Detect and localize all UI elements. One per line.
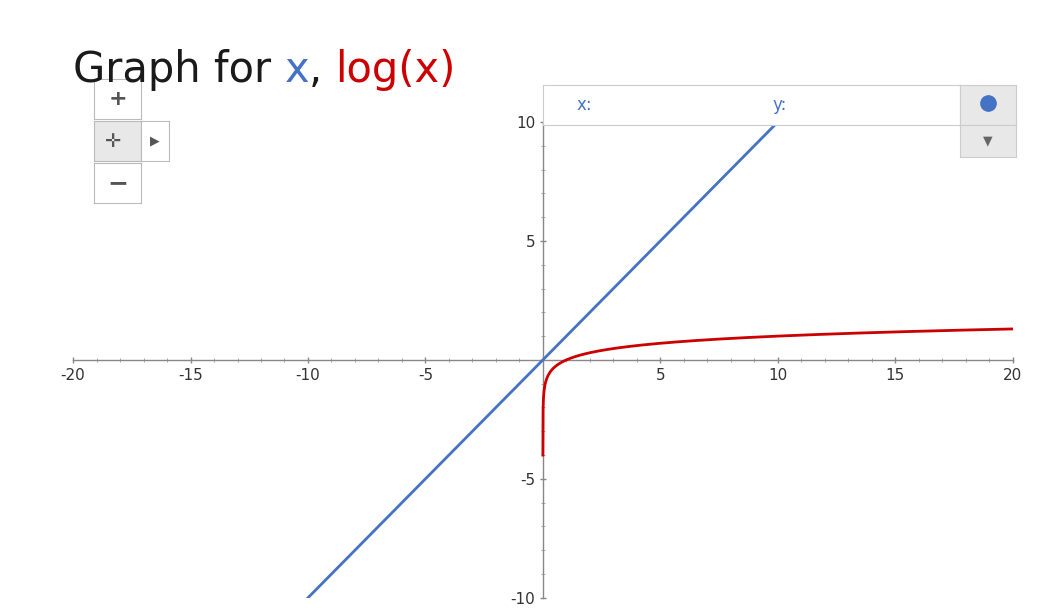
Text: +: + — [109, 89, 126, 109]
Text: x:: x: — [576, 96, 592, 114]
Text: log(x): log(x) — [335, 49, 456, 91]
Text: x: x — [284, 49, 309, 91]
Text: ✛: ✛ — [104, 132, 121, 151]
Text: ▶: ▶ — [150, 135, 160, 148]
Text: ,: , — [309, 49, 335, 91]
Text: Graph for: Graph for — [73, 49, 284, 91]
Text: −: − — [106, 171, 128, 195]
Text: y:: y: — [773, 96, 787, 114]
Text: ▼: ▼ — [983, 135, 993, 148]
